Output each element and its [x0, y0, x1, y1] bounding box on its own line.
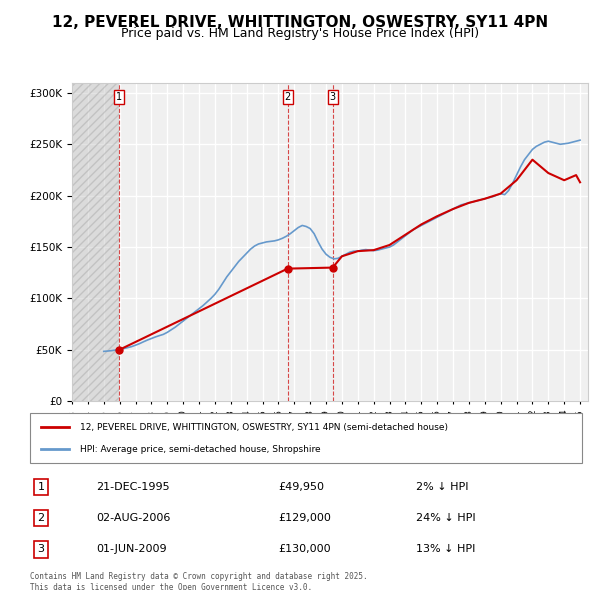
Text: £129,000: £129,000: [278, 513, 331, 523]
Text: 24% ↓ HPI: 24% ↓ HPI: [416, 513, 476, 523]
Text: £130,000: £130,000: [278, 544, 331, 554]
Text: 2: 2: [284, 92, 291, 102]
Text: 3: 3: [38, 544, 44, 554]
Text: 13% ↓ HPI: 13% ↓ HPI: [416, 544, 476, 554]
Text: 12, PEVEREL DRIVE, WHITTINGTON, OSWESTRY, SY11 4PN (semi-detached house): 12, PEVEREL DRIVE, WHITTINGTON, OSWESTRY…: [80, 422, 448, 431]
FancyBboxPatch shape: [30, 413, 582, 463]
Text: 02-AUG-2006: 02-AUG-2006: [96, 513, 170, 523]
Text: £49,950: £49,950: [278, 482, 325, 492]
Text: 21-DEC-1995: 21-DEC-1995: [96, 482, 170, 492]
Text: 12, PEVEREL DRIVE, WHITTINGTON, OSWESTRY, SY11 4PN: 12, PEVEREL DRIVE, WHITTINGTON, OSWESTRY…: [52, 15, 548, 30]
Text: 1: 1: [38, 482, 44, 492]
Text: 01-JUN-2009: 01-JUN-2009: [96, 544, 167, 554]
Text: Contains HM Land Registry data © Crown copyright and database right 2025.
This d: Contains HM Land Registry data © Crown c…: [30, 572, 368, 590]
Text: HPI: Average price, semi-detached house, Shropshire: HPI: Average price, semi-detached house,…: [80, 445, 320, 454]
Text: 3: 3: [329, 92, 336, 102]
Text: Price paid vs. HM Land Registry's House Price Index (HPI): Price paid vs. HM Land Registry's House …: [121, 27, 479, 40]
Text: 2: 2: [37, 513, 44, 523]
Text: 1: 1: [116, 92, 122, 102]
Text: 2% ↓ HPI: 2% ↓ HPI: [416, 482, 469, 492]
